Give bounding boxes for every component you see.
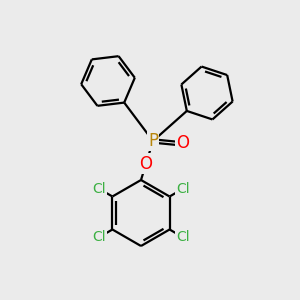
Text: Cl: Cl (176, 230, 189, 244)
Text: O: O (140, 154, 152, 172)
Text: Cl: Cl (93, 230, 106, 244)
Text: Cl: Cl (176, 182, 189, 196)
Text: Cl: Cl (93, 182, 106, 196)
Text: P: P (148, 132, 158, 150)
Text: O: O (176, 134, 190, 152)
